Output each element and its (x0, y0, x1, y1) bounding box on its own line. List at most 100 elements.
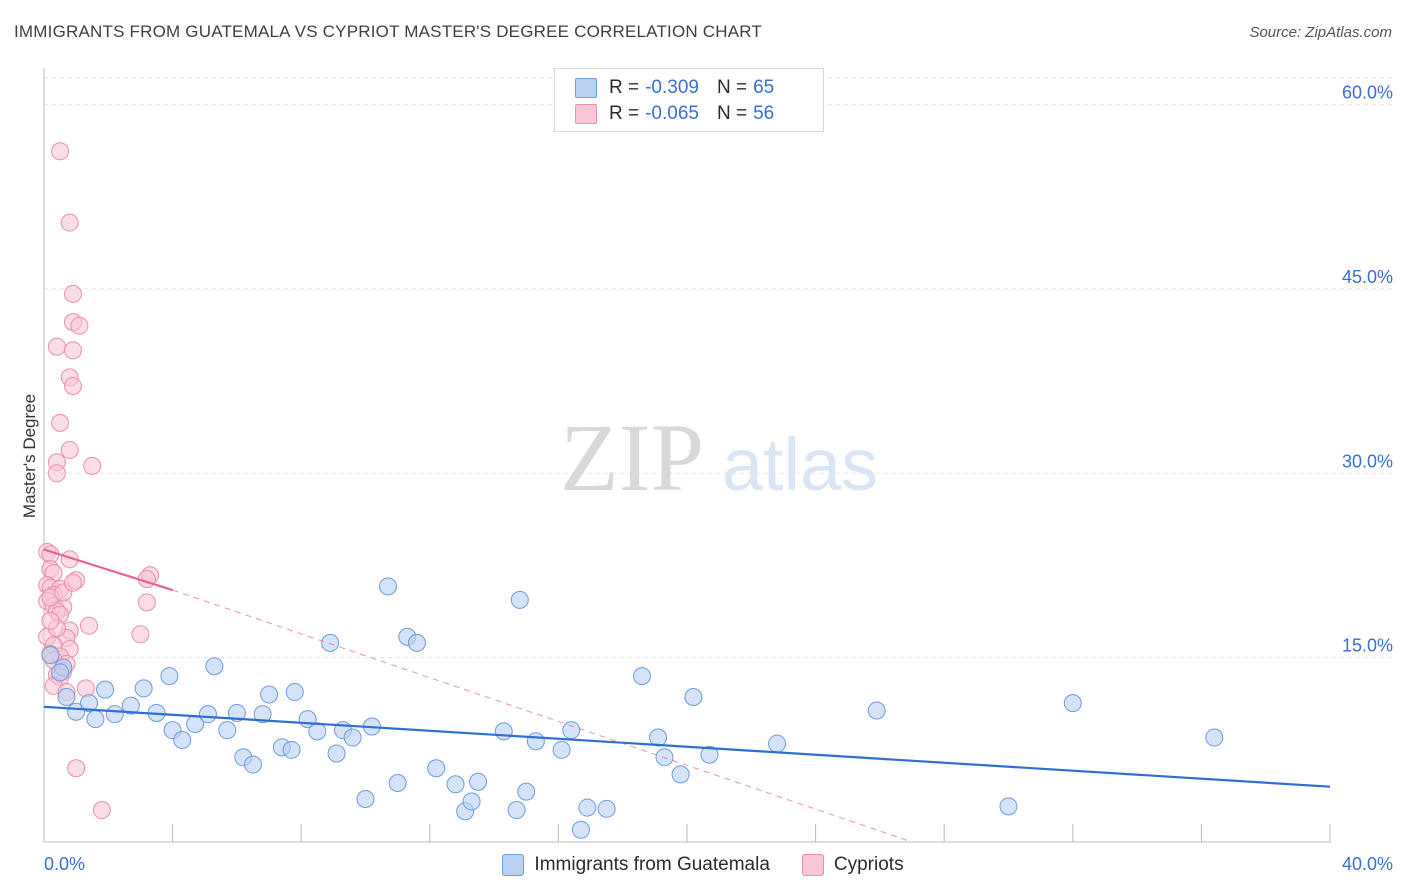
guatemala-point (227, 703, 246, 722)
cypriots-point (47, 337, 66, 356)
legend-r-label: R = (609, 77, 640, 98)
series-legend: Immigrants from Guatemala Cypriots (0, 852, 1406, 878)
y-tick-label: 45.0% (1342, 267, 1393, 287)
guatemala-point (407, 633, 426, 652)
cypriots-point (63, 573, 82, 592)
legend-swatch-guatemala (502, 854, 525, 876)
guatemala-point (700, 745, 719, 764)
trend-lines (43, 548, 1331, 843)
guatemala-point (1205, 728, 1224, 747)
cypriots-point (51, 142, 70, 161)
guatemala-point (321, 633, 340, 652)
guatemala-point (218, 721, 237, 740)
guatemala-point (562, 721, 581, 740)
guatemala-point (510, 590, 529, 609)
cypriots-point (63, 377, 82, 396)
cypriots-point (41, 611, 60, 630)
cypriots-point (67, 759, 86, 778)
guatemala-point (494, 722, 513, 741)
legend-item-cypriots[interactable]: Cypriots (801, 854, 904, 876)
chart-source: Source: ZipAtlas.com (1249, 24, 1392, 41)
guatemala-point (507, 801, 526, 820)
guatemala-point (243, 755, 262, 774)
legend-r-value: -0.309 (645, 77, 699, 98)
guatemala-point (446, 775, 465, 794)
guatemala-point (198, 705, 217, 724)
legend-r-label: R = (609, 103, 640, 124)
guatemala-point (552, 740, 571, 759)
legend-row-guatemala: R = -0.309 N = 65 (575, 76, 774, 100)
cypriots-point (80, 616, 99, 635)
guatemala-point (379, 577, 398, 596)
guatemala-point (121, 696, 140, 715)
guatemala-point (999, 797, 1018, 816)
cypriots-point (60, 213, 79, 232)
guatemala-point (684, 687, 703, 706)
guatemala-point (1063, 694, 1082, 713)
cypriots-point (131, 625, 150, 644)
cypriots-point (83, 456, 102, 475)
stats-legend: R = -0.309 N = 65 R = -0.065 N = 56 (554, 68, 824, 132)
x-tick-label-max: 40.0% (1342, 854, 1393, 874)
guatemala-point (632, 667, 651, 686)
guatemala-point (571, 820, 590, 839)
guatemala-point (327, 744, 346, 763)
guatemala-point (343, 728, 362, 747)
trend-extension-cypriots (172, 589, 913, 843)
legend-swatch-guatemala (575, 78, 597, 98)
guatemala-point (388, 774, 407, 793)
legend-n-value: 56 (753, 103, 775, 124)
series-guatemala-points (41, 577, 1224, 839)
x-tick-label-min: 0.0% (44, 854, 85, 874)
guatemala-point (578, 798, 597, 817)
cypriots-point (92, 801, 111, 820)
y-tick-label: 15.0% (1342, 636, 1393, 656)
cypriots-point (70, 316, 89, 335)
guatemala-point (134, 679, 153, 698)
guatemala-point (41, 646, 60, 665)
cypriots-point (63, 284, 82, 303)
guatemala-point (597, 799, 616, 818)
guatemala-point (768, 734, 787, 753)
legend-swatch-cypriots (801, 854, 824, 876)
guatemala-point (282, 740, 301, 759)
legend-label-cypriots: Cypriots (833, 854, 904, 875)
legend-n-value: 65 (753, 77, 775, 98)
guatemala-point (427, 759, 446, 778)
guatemala-point (308, 722, 327, 741)
y-axis-label: Master's Degree (20, 393, 39, 519)
guatemala-point (671, 765, 690, 784)
cypriots-point (76, 679, 95, 698)
legend-swatch-cypriots (575, 104, 597, 124)
cypriots-point (51, 413, 70, 432)
y-tick-label: 30.0% (1342, 451, 1393, 471)
cypriots-point (63, 341, 82, 360)
guatemala-point (867, 701, 886, 720)
guatemala-point (105, 705, 124, 724)
guatemala-point (526, 732, 545, 751)
legend-n-label: N = (716, 103, 748, 124)
guatemala-point (51, 663, 70, 682)
legend-item-guatemala[interactable]: Immigrants from Guatemala (502, 854, 770, 876)
guatemala-point (80, 694, 99, 713)
guatemala-point (86, 710, 105, 729)
guatemala-point (160, 667, 179, 686)
guatemala-point (356, 789, 375, 808)
cypriots-point (60, 440, 79, 459)
grid-lines (44, 77, 1392, 659)
cypriots-point (47, 464, 66, 483)
chart-title: IMMIGRANTS FROM GUATEMALA VS CYPRIOT MAS… (14, 22, 763, 41)
legend-row-cypriots: R = -0.065 N = 56 (575, 102, 774, 126)
guatemala-point (173, 730, 192, 749)
guatemala-point (260, 685, 279, 704)
legend-n-label: N = (716, 77, 748, 98)
guatemala-point (469, 772, 488, 791)
y-tick-label: 60.0% (1342, 83, 1393, 103)
guatemala-point (253, 705, 272, 724)
axes (43, 68, 1331, 843)
guatemala-point (462, 792, 481, 811)
tick-labels: 15.0% 30.0% 45.0% 60.0% 0.0% 40.0% (44, 83, 1393, 874)
legend-label-guatemala: Immigrants from Guatemala (534, 854, 770, 875)
guatemala-point (205, 657, 224, 676)
